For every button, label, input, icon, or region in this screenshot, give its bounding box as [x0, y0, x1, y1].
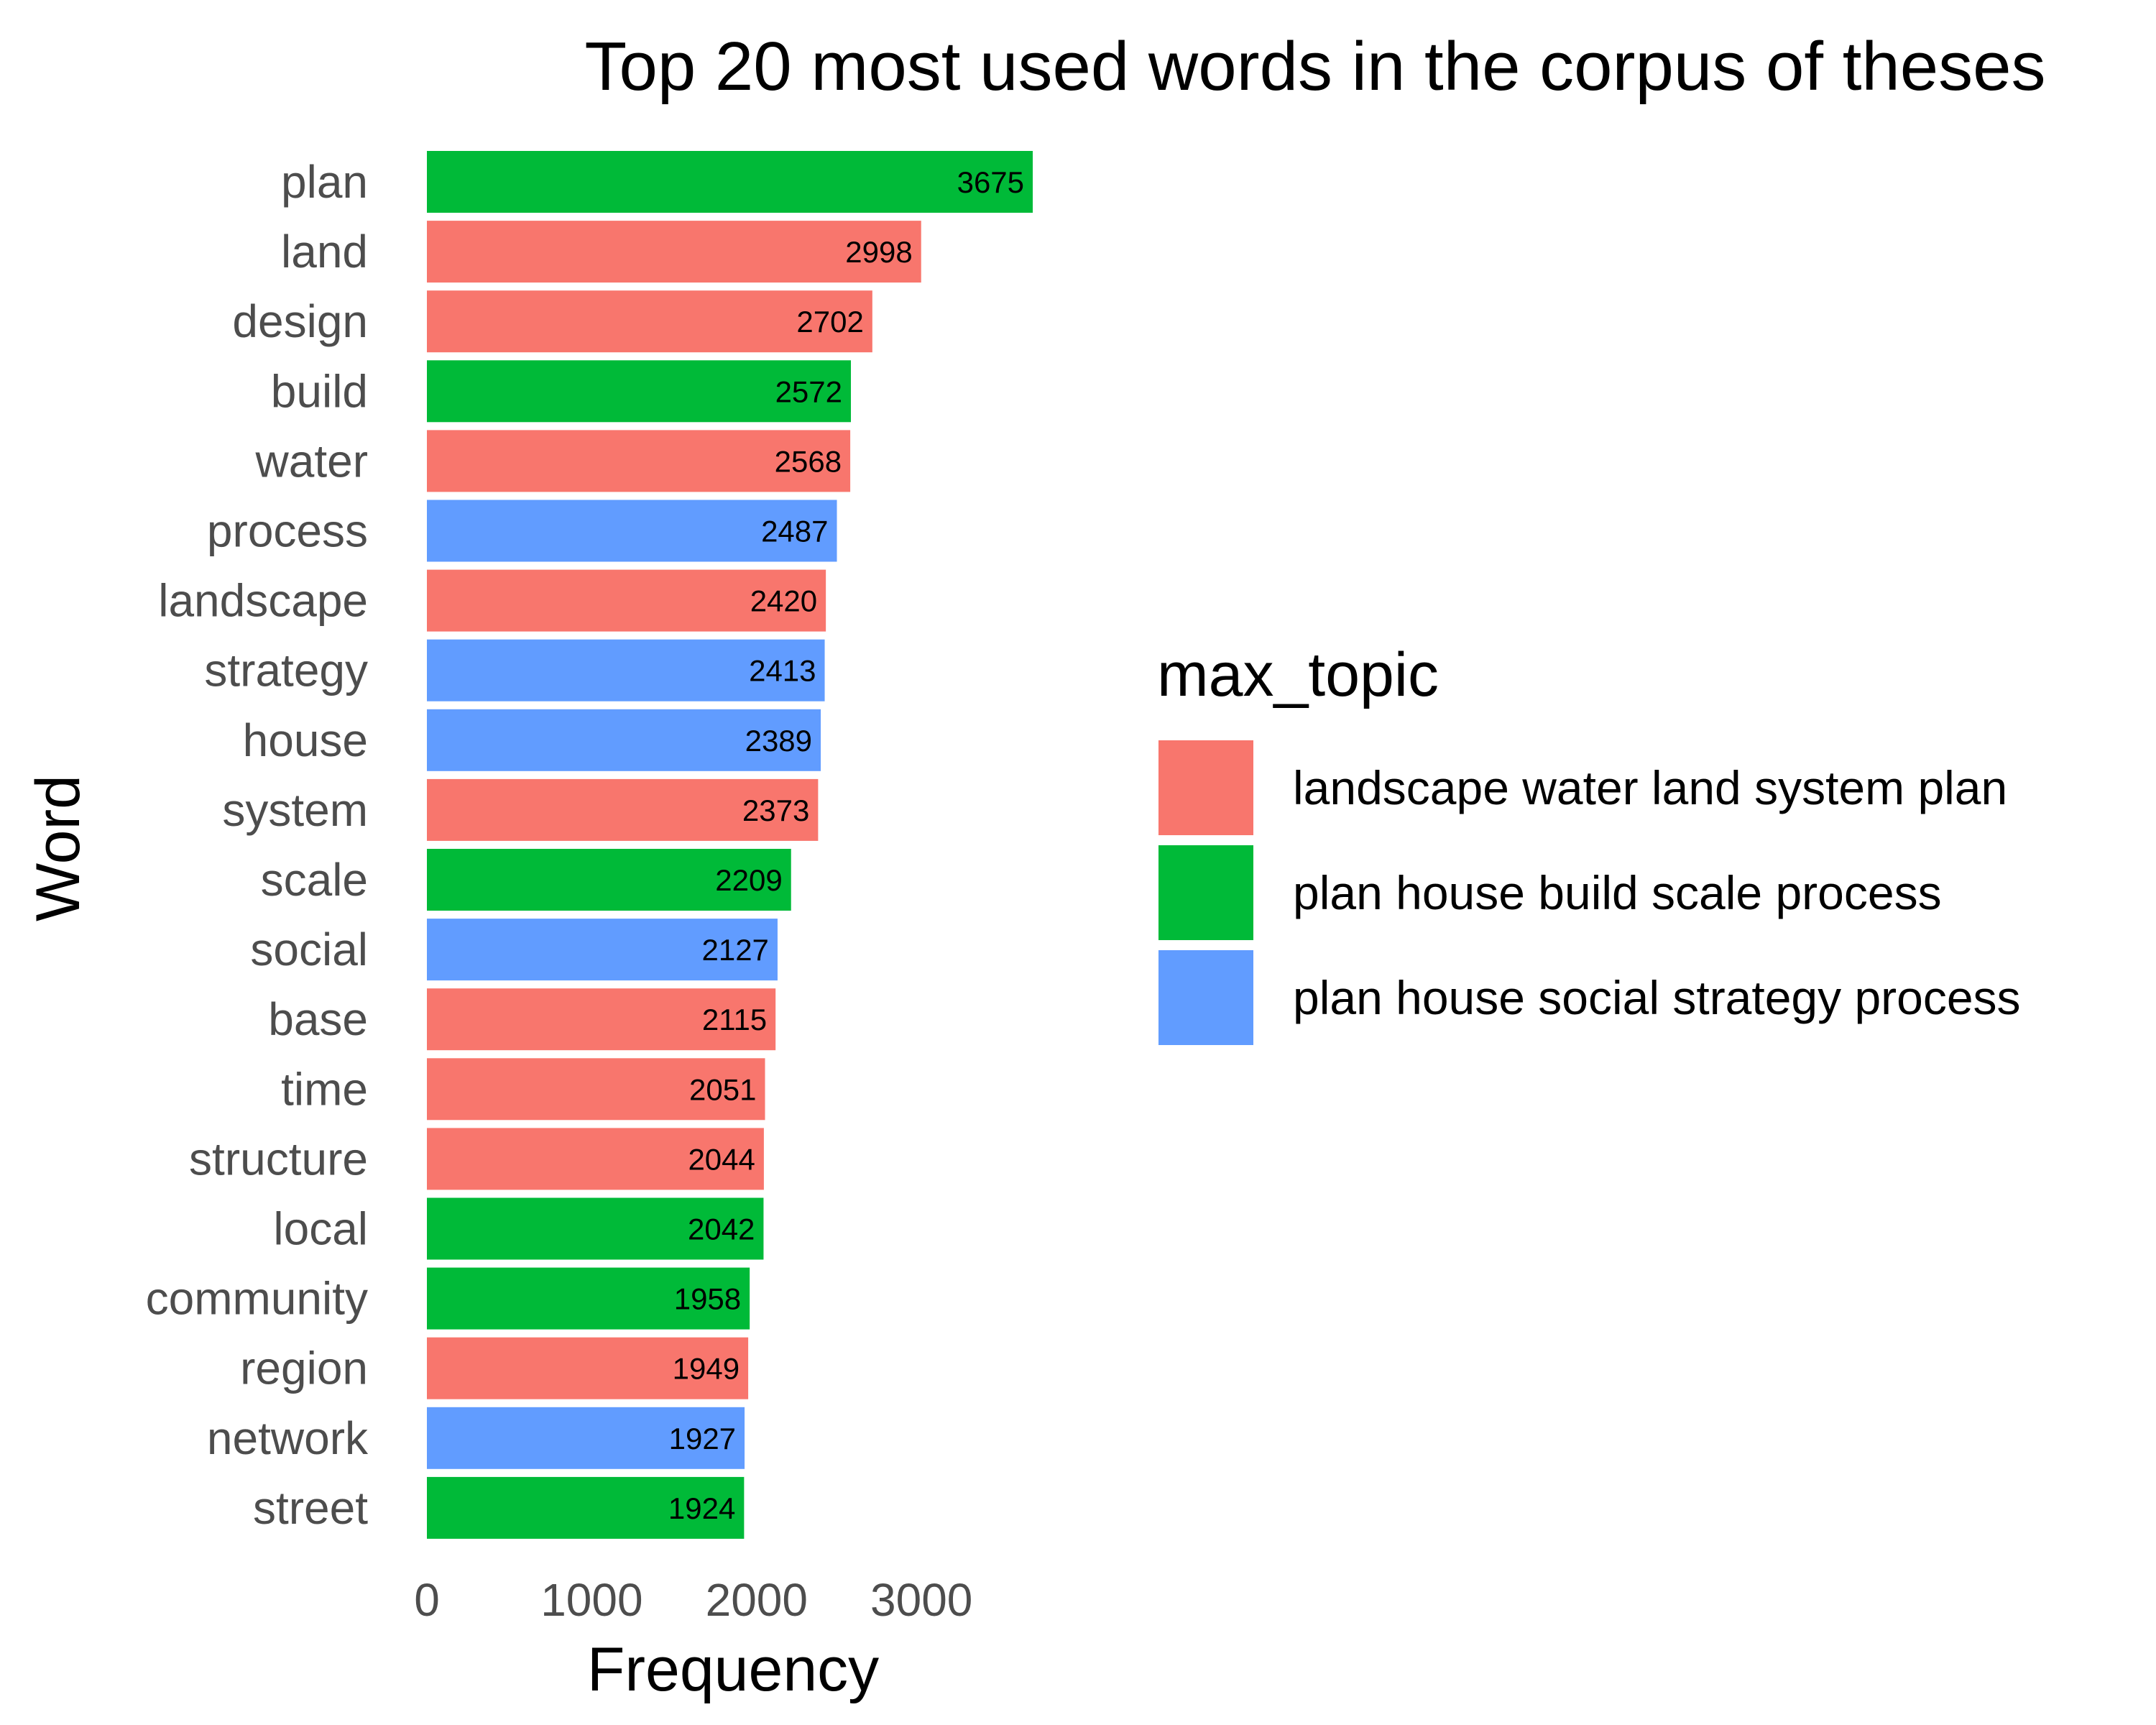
- category-labels: plan land design build water process landscape…: [146, 156, 369, 1534]
- category-label-strategy: strategy: [204, 645, 368, 696]
- data-label-strategy: 2413: [749, 654, 816, 688]
- data-label-system: 2373: [742, 794, 809, 827]
- category-label-structure: structure: [189, 1133, 368, 1184]
- category-label-design: design: [232, 295, 368, 347]
- bar-structure: [427, 1128, 764, 1190]
- data-label-landscape: 2420: [750, 584, 817, 618]
- bar-scale: [427, 849, 791, 911]
- data-label-local: 2042: [688, 1213, 755, 1246]
- bar-street: [427, 1476, 745, 1539]
- category-label-social: social: [250, 924, 368, 975]
- bar-house: [427, 709, 821, 771]
- category-label-water: water: [255, 435, 369, 487]
- x-tick-label-2000: 2000: [706, 1574, 808, 1626]
- category-label-time: time: [281, 1063, 368, 1115]
- bar-water: [427, 430, 851, 492]
- legend-key-0: [1158, 740, 1253, 835]
- data-label-plan: 3675: [957, 165, 1024, 199]
- category-label-land: land: [281, 226, 368, 277]
- data-label-community: 1958: [674, 1282, 741, 1316]
- category-label-local: local: [273, 1203, 368, 1255]
- data-label-scale: 2209: [715, 863, 782, 897]
- data-label-base: 2115: [702, 1003, 767, 1036]
- bar-base: [427, 988, 776, 1051]
- data-label-water: 2568: [775, 444, 842, 478]
- x-tick-label-0: 0: [414, 1574, 440, 1626]
- data-label-land: 2998: [845, 235, 912, 269]
- x-axis-title: Frequency: [587, 1635, 879, 1704]
- category-label-base: base: [268, 993, 368, 1045]
- data-label-social: 2127: [701, 933, 768, 967]
- bar-social: [427, 919, 778, 981]
- bars-group: [427, 151, 1033, 1539]
- bar-build: [427, 360, 852, 423]
- category-label-region: region: [240, 1343, 368, 1394]
- data-label-structure: 2044: [688, 1142, 755, 1176]
- legend-key-1: [1158, 845, 1253, 940]
- data-label-street: 1924: [668, 1491, 735, 1525]
- bar-design: [427, 290, 872, 353]
- data-label-build: 2572: [775, 374, 842, 408]
- category-label-street: street: [253, 1482, 368, 1534]
- category-label-landscape: landscape: [158, 575, 368, 627]
- bar-land: [427, 221, 921, 283]
- bar-region: [427, 1337, 749, 1399]
- category-label-plan: plan: [281, 156, 368, 208]
- chart-title: Top 20 most used words in the corpus of …: [584, 28, 2045, 105]
- category-label-system: system: [222, 784, 368, 836]
- data-label-network: 1927: [669, 1422, 736, 1455]
- category-label-process: process: [207, 505, 368, 557]
- data-label-region: 1949: [673, 1352, 740, 1386]
- data-label-design: 2702: [796, 305, 863, 339]
- bar-time: [427, 1058, 765, 1121]
- category-label-network: network: [207, 1412, 369, 1464]
- data-label-process: 2487: [761, 515, 828, 548]
- data-labels: 3675 2998 2702 2572 2568 2487 2420 2413 2389 2373…: [668, 165, 1024, 1525]
- data-label-time: 2051: [689, 1072, 756, 1106]
- legend-label-1: plan house build scale process: [1293, 866, 1942, 919]
- bar-strategy: [427, 639, 825, 702]
- x-tick-label-3000: 3000: [870, 1574, 972, 1626]
- x-axis-ticks: 0 1000 2000 3000: [414, 1574, 972, 1626]
- bar-local: [427, 1197, 764, 1260]
- bar-plan: [427, 151, 1033, 213]
- legend-label-2: plan house social strategy process: [1293, 971, 2021, 1024]
- bar-process: [427, 500, 837, 562]
- legend: max_topic landscape water land system pl…: [1157, 640, 2021, 1045]
- y-axis-title: Word: [24, 775, 93, 921]
- bar-landscape: [427, 569, 826, 632]
- bar-system: [427, 778, 819, 841]
- legend-title: max_topic: [1157, 640, 1439, 709]
- category-label-build: build: [271, 365, 368, 417]
- legend-key-2: [1158, 950, 1253, 1045]
- bar-network: [427, 1407, 745, 1469]
- bar-community: [427, 1267, 750, 1330]
- x-tick-label-1000: 1000: [540, 1574, 642, 1626]
- category-label-scale: scale: [261, 854, 368, 906]
- data-label-house: 2389: [745, 724, 812, 758]
- category-label-community: community: [146, 1273, 368, 1325]
- category-label-house: house: [243, 714, 368, 766]
- legend-label-0: landscape water land system plan: [1293, 761, 2007, 814]
